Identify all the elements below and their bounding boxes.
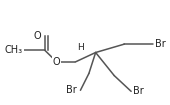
Text: O: O [53, 57, 61, 67]
Text: H: H [77, 43, 84, 52]
Text: Br: Br [133, 86, 144, 96]
Text: Br: Br [66, 85, 77, 95]
Text: CH₃: CH₃ [5, 45, 23, 55]
Text: O: O [33, 31, 41, 41]
Text: Br: Br [155, 39, 166, 49]
